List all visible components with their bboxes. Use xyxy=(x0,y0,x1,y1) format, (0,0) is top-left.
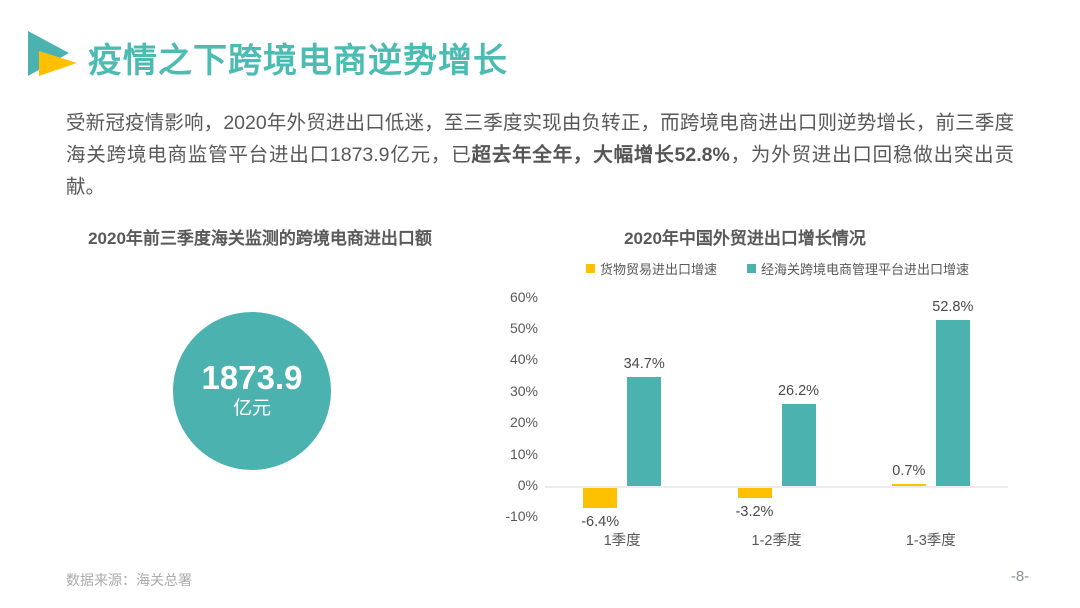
y-axis-tick--10: -10% xyxy=(505,508,538,525)
total-value-circle: 1873.9 亿元 xyxy=(173,312,331,470)
bar-value-label-1-3季度-series0: 0.7% xyxy=(892,462,926,479)
left-chart-title: 2020年前三季度海关监测的跨境电商进出口额 xyxy=(88,229,432,248)
intro-text-bold: 超去年全年，大幅增长52.8% xyxy=(471,144,730,166)
bar-value-label-1-2季度-series0: -3.2% xyxy=(735,504,774,521)
total-value: 1873.9 xyxy=(201,359,303,396)
bar-1-2季度-series0 xyxy=(737,488,772,499)
y-axis-tick-40: 40% xyxy=(509,351,538,368)
x-axis-zero-line xyxy=(545,486,1008,488)
bar-1季度-series0 xyxy=(583,488,618,509)
bar-value-label-1季度-series1: 34.7% xyxy=(623,356,665,373)
y-axis-tick-20: 20% xyxy=(509,414,538,431)
bar-value-label-1-2季度-series1: 26.2% xyxy=(777,382,820,399)
data-source: 数据来源：海关总署 xyxy=(66,572,192,588)
y-axis-tick-10: 10% xyxy=(509,445,538,462)
intro-paragraph: 受新冠疫情影响，2020年外贸进出口低迷，至三季度实现由负转正，而跨境电商进出口… xyxy=(66,107,1014,203)
bar-1季度-series1 xyxy=(627,377,662,486)
intro-text-1: 受新冠疫情影响，2020年外贸进出口低迷，至三季度实现由负转正，而跨境电商进出口… xyxy=(66,112,1014,166)
bar-1-3季度-series0 xyxy=(891,483,926,486)
right-chart-title: 2020年中国外贸进出口增长情况 xyxy=(624,229,866,248)
legend-item-goods-trade: 货物贸易进出口增速 xyxy=(585,259,717,277)
y-axis-tick-0: 0% xyxy=(517,477,538,493)
intro-text-2: ，为外贸进出口回稳做出突出贡献。 xyxy=(66,144,1014,198)
bar-1-2季度-series1 xyxy=(781,403,816,486)
legend-label-goods-trade: 货物贸易进出口增速 xyxy=(599,261,717,277)
x-axis-label-1-2季度: 1-2季度 xyxy=(751,533,802,549)
bar-1-3季度-series1 xyxy=(935,320,970,486)
y-axis-tick-30: 30% xyxy=(509,382,538,399)
x-axis-label-1-3季度: 1-3季度 xyxy=(905,533,956,549)
page-title: 疫情之下跨境电商逆势增长 xyxy=(88,42,508,80)
chart-legend: 货物贸易进出口增速 经海关跨境电商管理平台进出口增速 xyxy=(545,259,1010,277)
bar-value-label-1季度-series0: -6.4% xyxy=(581,514,620,531)
legend-label-ecommerce: 经海关跨境电商管理平台进出口增速 xyxy=(761,261,970,277)
page-number: -8- xyxy=(1010,568,1030,585)
legend-item-ecommerce: 经海关跨境电商管理平台进出口增速 xyxy=(747,259,969,277)
legend-swatch-yellow xyxy=(585,263,595,273)
total-unit: 亿元 xyxy=(232,398,271,419)
bar-value-label-1-3季度-series1: 52.8% xyxy=(932,299,974,316)
y-axis-tick-50: 50% xyxy=(509,320,538,336)
play-triangles-icon xyxy=(28,31,77,76)
y-axis-tick-60: 60% xyxy=(509,288,538,305)
legend-swatch-teal xyxy=(747,263,756,273)
x-axis-label-1季度: 1季度 xyxy=(603,533,641,549)
